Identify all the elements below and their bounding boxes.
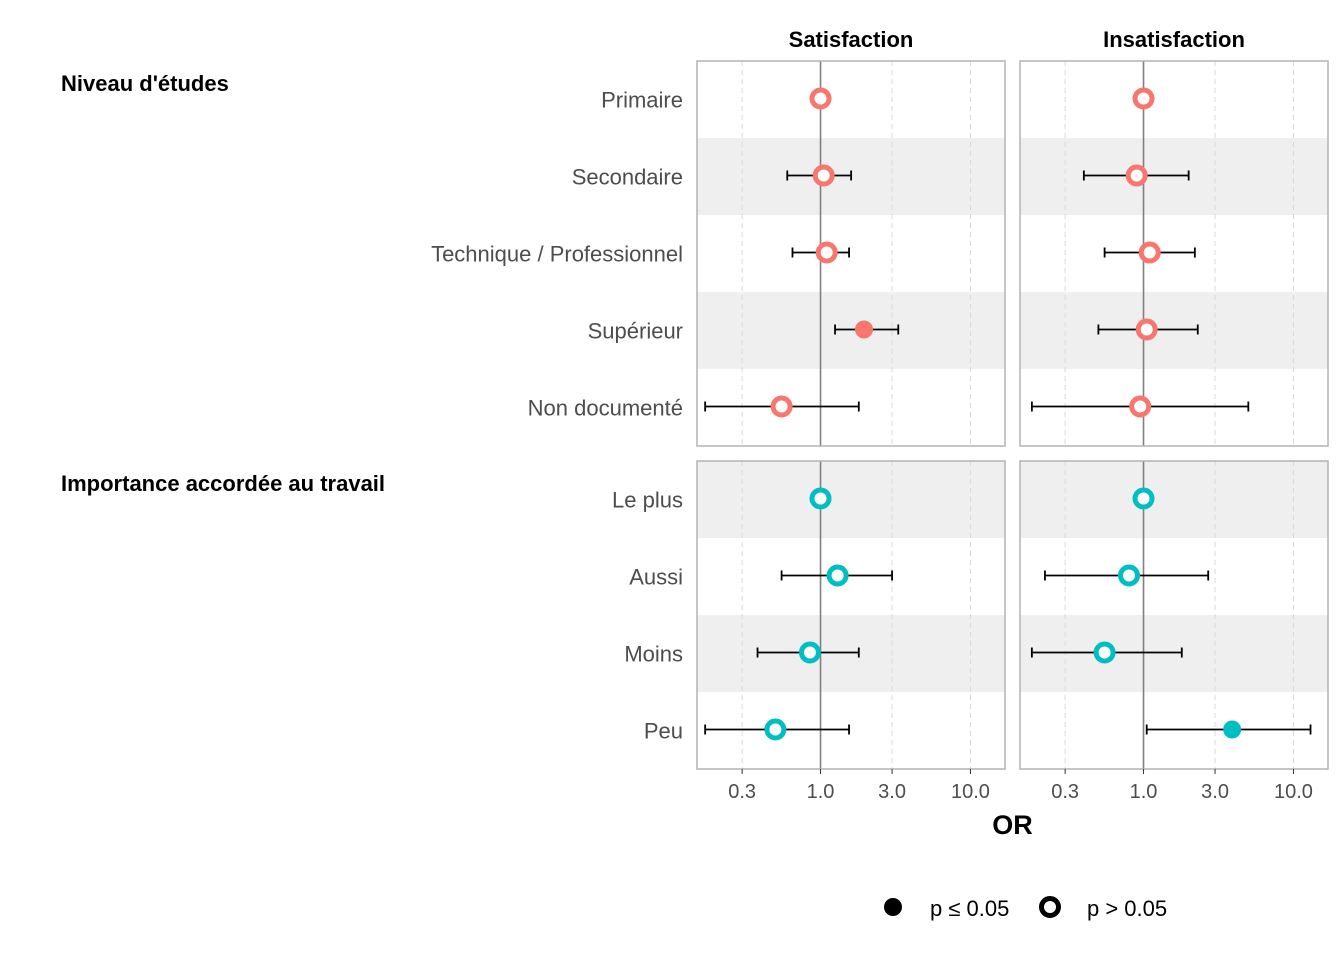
point-estimate-nonsignificant	[815, 241, 838, 264]
point-estimate-nonsignificant	[1117, 564, 1140, 587]
legend-open-circle-icon	[1039, 896, 1061, 918]
x-tick-label: 10.0	[951, 781, 990, 803]
group-label-0: Niveau d'études	[61, 71, 229, 96]
x-tick-label: 3.0	[878, 781, 906, 803]
point-estimate-nonsignificant	[1129, 395, 1152, 418]
row-stripe	[1020, 292, 1328, 369]
point-estimate-nonsignificant	[1138, 241, 1161, 264]
x-tick-label: 1.0	[807, 781, 835, 803]
category-label: Le plus	[612, 488, 683, 513]
panel-border	[1019, 60, 1329, 447]
category-label: Moins	[624, 642, 683, 667]
x-tick-label: 1.0	[1130, 781, 1158, 803]
point-estimate-nonsignificant	[798, 641, 821, 664]
row-stripe	[1020, 138, 1328, 215]
category-label: Supérieur	[588, 319, 683, 344]
point-estimate-nonsignificant	[1125, 164, 1148, 187]
panel-border	[1019, 460, 1329, 770]
point-estimate-significant	[855, 320, 874, 339]
legend-label-significant: p ≤ 0.05	[930, 896, 1009, 921]
row-stripe	[1020, 615, 1328, 692]
row-stripe	[697, 615, 1005, 692]
category-label: Peu	[644, 719, 683, 744]
point-estimate-nonsignificant	[826, 564, 849, 587]
row-stripe	[1020, 461, 1328, 538]
point-estimate-nonsignificant	[809, 487, 832, 510]
row-stripe	[697, 292, 1005, 369]
category-label: Non documenté	[528, 396, 683, 421]
facet-title-insatisfaction: Insatisfaction	[1103, 27, 1245, 52]
point-estimate-nonsignificant	[812, 164, 835, 187]
legend-label-nonsignificant: p > 0.05	[1087, 896, 1167, 921]
group-label-1: Importance accordée au travail	[61, 471, 385, 496]
facet-title-satisfaction: Satisfaction	[789, 27, 914, 52]
panel-background	[1020, 61, 1328, 446]
category-label: Technique / Professionnel	[431, 242, 683, 267]
panel-border	[696, 460, 1006, 770]
panel-border	[696, 60, 1006, 447]
point-estimate-nonsignificant	[1135, 318, 1158, 341]
point-estimate-nonsignificant	[1132, 487, 1155, 510]
legend-filled-circle-icon	[884, 898, 902, 916]
point-estimate-nonsignificant	[809, 87, 832, 110]
category-label: Aussi	[629, 565, 683, 590]
point-estimate-nonsignificant	[764, 718, 787, 741]
x-tick-label: 0.3	[728, 781, 756, 803]
x-axis-title: OR	[992, 810, 1033, 840]
category-label: Primaire	[601, 88, 683, 113]
x-tick-label: 0.3	[1051, 781, 1079, 803]
row-stripe	[697, 461, 1005, 538]
x-tick-label: 3.0	[1201, 781, 1229, 803]
panel-background	[697, 61, 1005, 446]
x-tick-label: 10.0	[1274, 781, 1313, 803]
point-estimate-nonsignificant	[1093, 641, 1116, 664]
point-estimate-nonsignificant	[770, 395, 793, 418]
category-label: Secondaire	[572, 165, 683, 190]
point-estimate-nonsignificant	[1132, 87, 1155, 110]
point-estimate-significant	[1223, 720, 1242, 739]
